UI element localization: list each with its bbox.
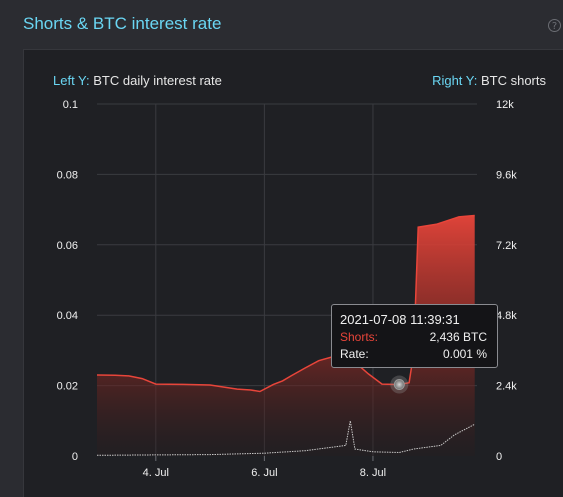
left-axis-caption: Left Y: BTC daily interest rate [53,73,222,88]
chart-tooltip: 2021-07-08 11:39:31 Shorts: 2,436 BTC Ra… [331,304,498,368]
left-caption-prefix: Left Y: [53,73,90,88]
hover-point-marker [393,379,405,391]
tooltip-time: 2021-07-08 11:39:31 [340,312,460,327]
right-tick-label: 2.4k [496,381,517,393]
left-tick-label: 0 [72,451,78,463]
right-tick-label: 12k [496,99,514,111]
x-tick-label: 6. Jul [251,467,277,479]
left-caption-text: BTC daily interest rate [93,73,222,88]
left-tick-label: 0.08 [57,169,78,181]
left-tick-label: 0.02 [57,381,78,393]
tooltip-shorts-label: Shorts: [340,330,379,344]
tooltip-shorts-row: Shorts: 2,436 BTC [340,330,487,346]
shorts-area [97,215,475,456]
right-caption-text: BTC shorts [480,73,546,88]
tooltip-rate-row: Rate: 0.001 % [340,347,487,363]
panel-title: Shorts & BTC interest rate [23,14,222,33]
tooltip-rate-label: Rate: [340,347,369,361]
tooltip-rate-value: 0.001 % [442,347,487,361]
rate-line-layer [96,420,475,456]
right-caption-prefix: Right Y: [432,73,478,88]
left-tick-label: 0.1 [63,99,78,111]
tooltip-shorts-value: 2,436 BTC [429,330,487,344]
right-tick-label: 9.6k [496,169,517,181]
hover-layer [390,375,409,394]
right-tick-label: 4.8k [496,310,517,322]
tick-labels: 0 0 0.02 2.4k 0.04 4.8k 0.06 7.2k 0.08 9.6k 0.1 12k… [57,99,518,479]
left-tick-label: 0.06 [57,240,78,252]
x-tick-label: 4. Jul [143,467,169,479]
right-tick-label: 0 [496,451,502,463]
right-axis-caption: Right Y: BTC shorts [432,73,546,88]
rate-line [96,420,475,456]
x-tick-label: 8. Jul [360,467,386,479]
question-circle-icon[interactable]: ? [548,19,561,32]
left-tick-label: 0.04 [57,310,78,322]
right-tick-label: 7.2k [496,240,517,252]
